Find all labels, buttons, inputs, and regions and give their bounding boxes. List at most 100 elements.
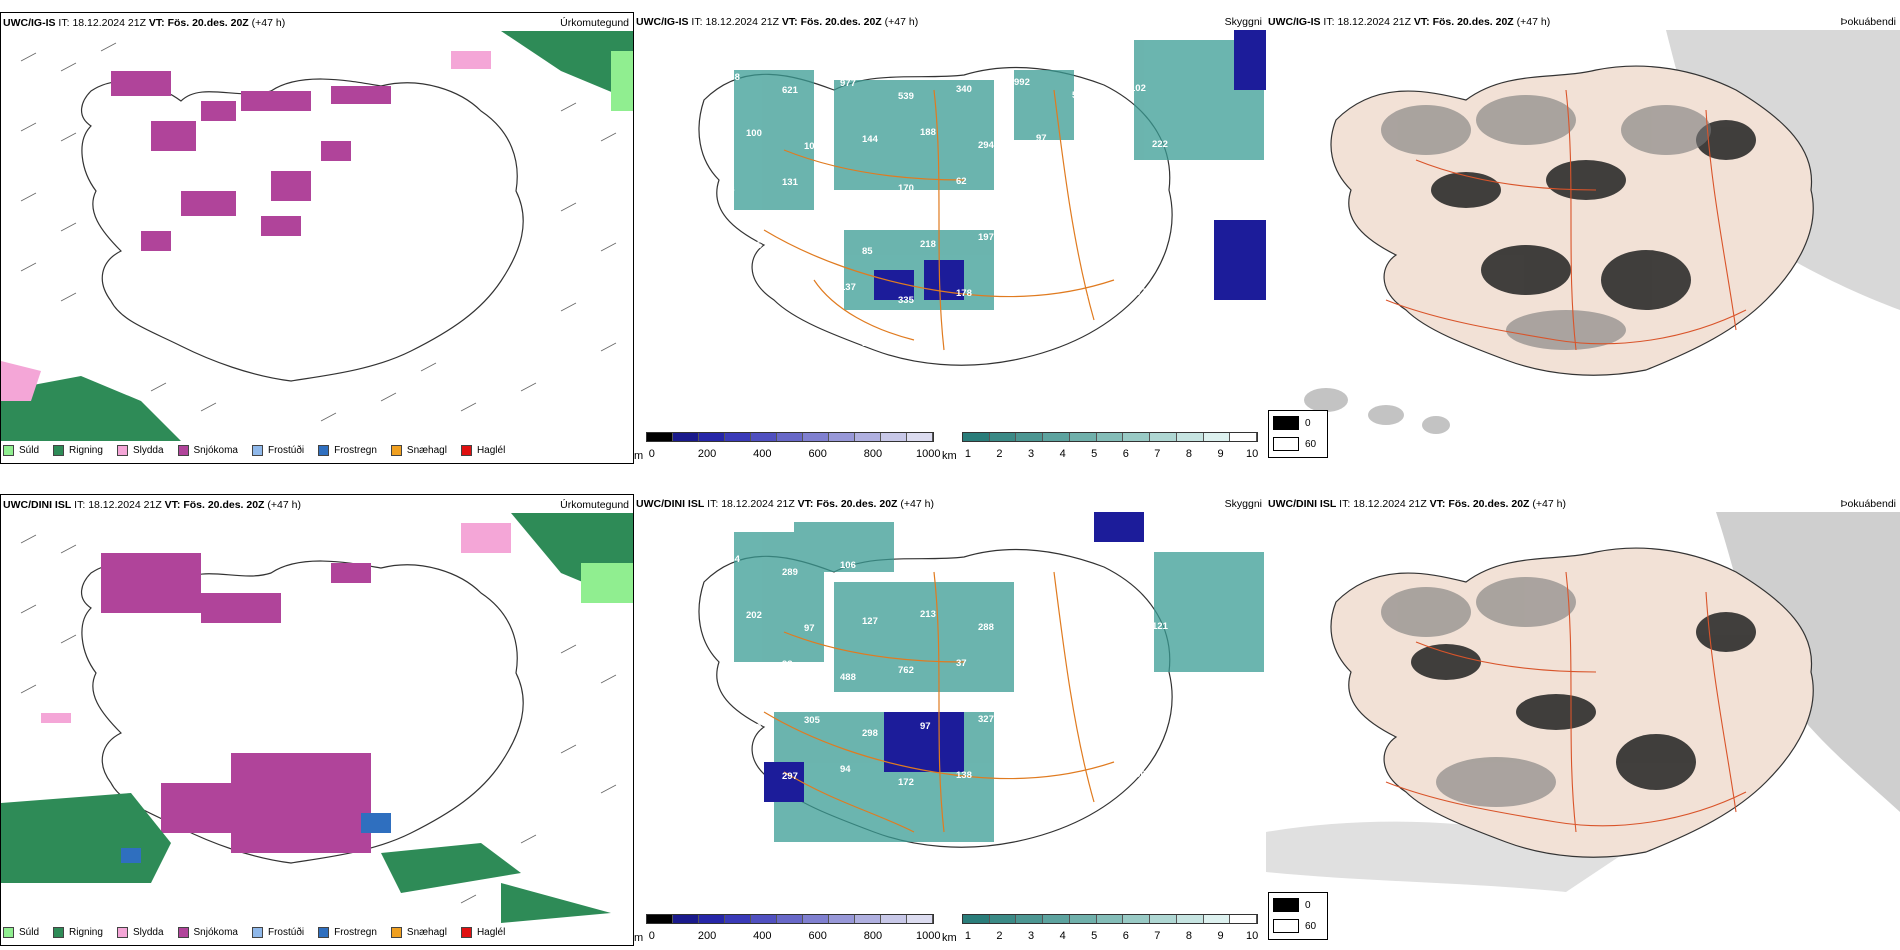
lead-time: (+47 h) <box>1532 498 1566 510</box>
colorbar-tick-label: 9 <box>1217 930 1224 942</box>
model-name: UWC/IG-IS <box>636 16 689 28</box>
fog-legend-label: 60 <box>1305 920 1317 932</box>
legend-item: Frostregn <box>318 926 377 938</box>
visibility-value-label: 116 <box>1130 565 1145 576</box>
colorbar-m: m 0 200 400 600 800 1000 <box>634 914 940 944</box>
colorbar-swatch <box>907 915 933 923</box>
visibility-value-label: 163 <box>724 666 740 677</box>
colorbar-swatch <box>907 433 933 441</box>
colorbar-tick-label: 3 <box>1028 448 1035 460</box>
colorbar-swatch <box>989 915 1017 923</box>
legend-swatch <box>3 926 14 938</box>
colorbar-tick-label: 3 <box>1028 930 1035 942</box>
visibility-value-label: 202 <box>746 610 762 621</box>
legend-item: Frostúði <box>251 926 304 938</box>
legend-item: Súld <box>3 926 39 938</box>
legend-item: Frostúði <box>251 444 304 456</box>
visibility-value-label: 121 <box>1152 621 1169 632</box>
colorbar-swatch <box>829 433 855 441</box>
fog-legend-swatch <box>1273 437 1299 451</box>
legend-item: Súld <box>3 444 39 456</box>
visibility-value-label: 488 <box>840 672 856 683</box>
fog-blobs-sea <box>1304 388 1450 434</box>
visibility-value-label: 977 <box>840 78 856 89</box>
fog-gray-areas <box>1381 577 1576 807</box>
visibility-map: 168 621 977 539 340 992 557 102 100 101 144 188 294 9… <box>698 30 1266 366</box>
visibility-value-label: 170 <box>898 183 914 194</box>
legend-swatch <box>53 444 65 456</box>
vt-value: Fös. 20.des. 20Z <box>800 16 882 28</box>
visibility-value-label: 112 <box>1094 720 1109 731</box>
legend-item: Snjókoma <box>177 926 238 938</box>
colorbar-swatch <box>989 433 1017 441</box>
visibility-value-label: 94 <box>840 764 851 775</box>
vt-value: Fös. 20.des. 20Z <box>1448 498 1530 510</box>
legend-swatch <box>251 926 263 938</box>
lead-time: (+47 h) <box>1516 16 1551 28</box>
vt-value: Fös. 20.des. 20Z <box>1432 16 1514 28</box>
product-name: Skyggni <box>1224 16 1262 28</box>
fog-legend-row: 0 <box>1273 416 1311 430</box>
colorbar-tick-label: 600 <box>808 930 827 942</box>
colorbar-swatch <box>963 915 990 923</box>
visibility-value-label: 86 <box>1014 671 1025 682</box>
legend-swatch <box>318 926 330 938</box>
visibility-value-label: 91 <box>782 289 793 300</box>
legend-label: Haglél <box>476 444 506 456</box>
it-value: 18.12.2024 21Z <box>1353 498 1427 510</box>
colorbar-swatch <box>881 915 907 923</box>
colorbar-tick-label: 6 <box>1122 448 1129 460</box>
colorbar-km: km 1 2 3 4 5 6 7 8 9 10 <box>942 914 1262 944</box>
it-value: 18.12.2024 21Z <box>1337 16 1411 28</box>
colorbar-swatch <box>1150 915 1177 923</box>
colorbar-tick-label: 200 <box>697 930 717 942</box>
colorbar-swatch <box>1016 915 1044 923</box>
legend-label: Rigning <box>69 444 103 456</box>
visibility-value-label: 124 <box>1014 559 1031 570</box>
legend-item: Slydda <box>116 926 164 938</box>
colorbar-tick-label: 4 <box>1059 448 1066 460</box>
legend-label: Snæhagl <box>406 926 447 938</box>
colorbar-swatch <box>647 915 673 923</box>
fog-legend-swatch <box>1273 898 1299 912</box>
legend-swatch <box>318 444 330 456</box>
colorbar-tick-label: 6 <box>1122 930 1129 942</box>
visibility-value-label: 539 <box>898 91 914 102</box>
colorbar-tick-label: 400 <box>753 930 772 942</box>
wind-barbs <box>20 42 617 422</box>
drizzle-areas <box>611 51 633 111</box>
vt-value: Fös. 20.des. 20Z <box>183 499 265 511</box>
lead-time: (+47 h) <box>884 16 919 28</box>
visibility-value-label: 165 <box>956 566 973 577</box>
visibility-value-label: 106 <box>840 560 856 571</box>
visibility-value-label: 197 <box>978 232 994 243</box>
visibility-value-label: 288 <box>978 622 994 633</box>
road-network <box>763 89 1115 351</box>
colorbar-swatch <box>673 433 699 441</box>
visibility-value-label: 297 <box>782 771 798 782</box>
visibility-value-label: 138 <box>956 770 972 781</box>
road-network <box>763 571 1115 833</box>
low-visibility-areas <box>734 40 1264 310</box>
visibility-value-label: 97 <box>920 721 931 732</box>
colorbar-ticks: 1 2 3 4 5 6 7 8 9 10 <box>962 448 1258 462</box>
precip-legend: Súld Rigning Slydda Snjókoma Frostúði Fr… <box>3 441 631 459</box>
visibility-value-label: 100 <box>746 128 762 139</box>
legend-item: Snæhagl <box>390 444 447 456</box>
visibility-value-label: 218 <box>920 239 936 250</box>
colorbar-swatch <box>1203 433 1231 441</box>
fog-dark-areas <box>1411 612 1756 790</box>
visibility-value-label: 97 <box>1036 133 1047 144</box>
legend-item: Haglél <box>460 444 506 456</box>
it-label: IT: <box>1323 16 1335 28</box>
panel-header: UWC/IG-IS IT: 18.12.2024 21Z VT: Fös. 20… <box>1268 14 1898 30</box>
vt-label: VT: <box>164 499 181 511</box>
legend-swatch <box>177 444 189 456</box>
colorbar-tick-label: 800 <box>863 448 883 460</box>
colorbar-swatches <box>646 914 934 924</box>
colorbar-unit: km <box>942 450 957 462</box>
legend-label: Rigning <box>69 926 103 938</box>
model-name: UWC/DINI ISL <box>1268 498 1337 510</box>
visibility-value-label: 107 <box>1130 287 1146 298</box>
visibility-value-label: 134 <box>1014 189 1031 200</box>
